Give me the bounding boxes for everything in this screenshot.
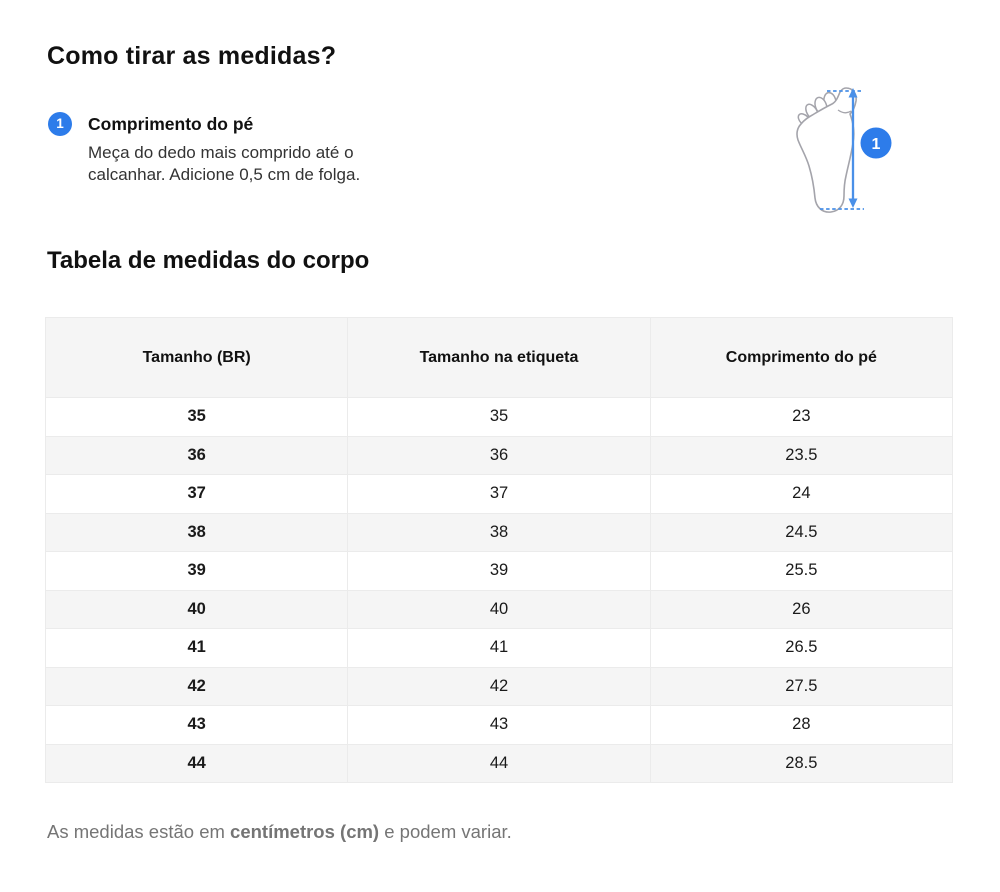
table-cell: 39: [44, 551, 349, 591]
table-cell: 26.5: [649, 628, 954, 668]
table-cell: 38: [44, 512, 349, 552]
table-header-row: Tamanho (BR) Tamanho na etiqueta Comprimen…: [44, 317, 954, 398]
table-cell: 25.5: [649, 551, 954, 591]
step-description: Meça do dedo mais comprido até o calcanh…: [88, 143, 361, 184]
size-table: Tamanho (BR) Tamanho na etiqueta Comprimen…: [44, 317, 954, 783]
table-cell: 26: [649, 589, 954, 629]
table-cell: 39: [347, 551, 651, 591]
step-title: Comprimento do pé: [88, 114, 254, 134]
table-cell: 44: [44, 743, 349, 783]
table-cell: 28: [649, 705, 954, 745]
step-number-badge: 1: [48, 112, 72, 136]
table-cell: 28.5: [649, 743, 954, 783]
table-cell: 38: [347, 512, 651, 552]
big-toe-crease-icon: [837, 109, 852, 114]
table-row: 38 38 24.5: [44, 512, 954, 552]
note-suffix: e podem variar.: [379, 821, 512, 842]
table-cell: 42: [347, 666, 651, 706]
table-cell: 43: [44, 705, 349, 745]
column-header: Tamanho (BR): [44, 317, 349, 398]
table-cell: 42: [44, 666, 349, 706]
table-cell: 37: [44, 474, 349, 514]
foot-diagram-svg: 1: [796, 87, 892, 213]
table-row: 37 37 24: [44, 474, 954, 514]
table-row: 36 36 23.5: [44, 435, 954, 475]
table-cell: 43: [347, 705, 651, 745]
svg-text:1: 1: [872, 136, 881, 153]
table-cell: 27.5: [649, 666, 954, 706]
measurement-arrow-icon: [820, 88, 864, 210]
table-row: 35 35 23: [44, 397, 954, 437]
table-row: 40 40 26: [44, 589, 954, 629]
table-cell: 24.5: [649, 512, 954, 552]
table-cell: 36: [44, 435, 349, 475]
table-cell: 24: [649, 474, 954, 514]
table-row: 42 42 27.5: [44, 666, 954, 706]
page-title: Como tirar as medidas?: [47, 42, 337, 70]
table-cell: 36: [347, 435, 651, 475]
size-table-body: 35 35 23 36 36 23.5 37 37 24 38 38 24.5 39 39 25.5 40 40…: [44, 397, 954, 783]
table-row: 39 39 25.5: [44, 551, 954, 591]
table-cell: 41: [44, 628, 349, 668]
column-header: Tamanho na etiqueta: [347, 317, 651, 398]
table-row: 41 41 26.5: [44, 628, 954, 668]
table-cell: 35: [44, 397, 349, 437]
table-row: 44 44 28.5: [44, 743, 954, 783]
table-cell: 23: [649, 397, 954, 437]
table-cell: 40: [347, 589, 651, 629]
table-cell: 37: [347, 474, 651, 514]
table-cell: 40: [44, 589, 349, 629]
note-unit: centímetros (cm): [230, 821, 380, 842]
note-prefix: As medidas estão em: [47, 821, 231, 842]
diagram-number-badge: 1: [860, 127, 892, 159]
measurement-step: 1 Comprimento do pé Meça do dedo mais co…: [48, 112, 393, 185]
table-cell: 23.5: [649, 435, 954, 475]
table-cell: 35: [347, 397, 651, 437]
table-cell: 44: [347, 743, 651, 783]
table-row: 43 43 28: [44, 705, 954, 745]
table-cell: 41: [347, 628, 651, 668]
column-header: Comprimento do pé: [649, 317, 954, 398]
step-text: Comprimento do pé Meça do dedo mais comp…: [88, 112, 393, 185]
measurement-note: As medidas estão em centímetros (cm) e p…: [47, 821, 512, 843]
table-section-title: Tabela de medidas do corpo: [47, 247, 370, 274]
foot-measurement-illustration: 1: [778, 78, 908, 223]
